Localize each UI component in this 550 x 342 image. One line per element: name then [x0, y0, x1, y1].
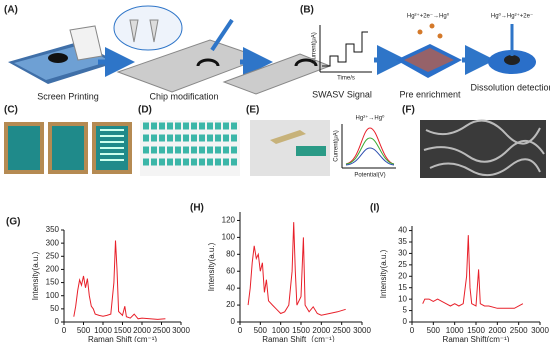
y-tick-label: 350 [46, 225, 60, 234]
x-tick-label: 500 [254, 326, 268, 335]
panel-label: (F) [402, 105, 415, 116]
x-tick-label: 500 [77, 326, 91, 335]
x-tick-label: 0 [62, 326, 67, 335]
x-tick-label: 3000 [353, 326, 371, 335]
y-tick-label: 300 [46, 238, 60, 247]
axis-label: Current(μA) [334, 130, 340, 161]
electrode-sheet [8, 25, 118, 84]
y-tick-label: 150 [46, 278, 60, 287]
x-tick-label: 0 [410, 326, 415, 335]
y-tick-label: 50 [50, 304, 59, 313]
y-tick-label: 15 [398, 283, 407, 292]
panel-label: (C) [4, 105, 18, 116]
caption: Chip modification [149, 91, 218, 101]
y-tick-label: 200 [46, 265, 60, 274]
y-tick-label: 0 [55, 317, 60, 326]
detection-electrode [488, 24, 536, 74]
x-tick-label: 1500 [114, 326, 132, 335]
caption: SWASV Signal [312, 89, 372, 99]
x-tick-label: 1000 [94, 326, 112, 335]
panel-label: (G) [6, 217, 20, 228]
y-tick-label: 30 [398, 249, 407, 258]
x-axis-label: Raman Shift（cm⁻¹） [262, 335, 340, 342]
x-tick-label: 2000 [312, 326, 330, 335]
x-tick-label: 1500 [467, 326, 485, 335]
chip [113, 5, 264, 93]
voltammogram [341, 124, 396, 169]
spectrum-line [247, 222, 346, 316]
y-tick-label: 40 [398, 226, 407, 235]
axis-label: Potential(V) [354, 173, 385, 179]
electrode-grid [396, 23, 462, 78]
x-tick-label: 0 [238, 326, 243, 335]
y-tick-label: 0 [231, 317, 236, 326]
caption: Pre enrichment [399, 89, 461, 99]
y-tick-label: 120 [222, 216, 236, 225]
panel-label: (D) [138, 105, 152, 116]
reaction: Hg²⁺→Hg⁰ [356, 115, 386, 122]
x-tick-label: 2000 [488, 326, 506, 335]
caption: Screen Printing [37, 91, 99, 101]
x-axis-label: Raman Shift(cm⁻¹) [443, 335, 510, 342]
y-axis-label: Intensity(a.u.) [31, 251, 40, 300]
panel-label: (E) [246, 105, 259, 116]
y-tick-label: 20 [398, 271, 407, 280]
y-tick-label: 40 [226, 283, 235, 292]
x-tick-label: 500 [427, 326, 441, 335]
spectrum-line [73, 240, 166, 320]
x-tick-label: 3000 [172, 326, 190, 335]
chip-array [140, 120, 240, 176]
x-tick-label: 1000 [446, 326, 464, 335]
x-tick-label: 2500 [333, 326, 351, 335]
y-tick-label: 25 [398, 260, 407, 269]
x-axis-label: Raman Shift (cm⁻¹) [88, 335, 157, 342]
y-axis-label: Intensity(a.u.) [379, 249, 388, 298]
x-tick-label: 1500 [292, 326, 310, 335]
y-tick-label: 100 [46, 291, 60, 300]
caption: Dissolution detection [470, 82, 550, 92]
x-tick-label: 2500 [510, 326, 528, 335]
y-axis-label: Intensity(a.u.) [207, 242, 216, 291]
y-tick-label: 80 [226, 249, 235, 258]
x-tick-label: 2500 [153, 326, 171, 335]
swasv-signal [319, 25, 372, 73]
panel-label: (I) [370, 203, 379, 214]
panel-label: (H) [190, 203, 204, 214]
x-tick-label: 1000 [272, 326, 290, 335]
x-tick-label: 2000 [133, 326, 151, 335]
x-tick-label: 3000 [531, 326, 549, 335]
spectrum-line [422, 235, 524, 309]
panel-label: (B) [300, 5, 314, 16]
y-tick-label: 60 [226, 266, 235, 275]
axis-label: Current(μA) [312, 32, 318, 63]
screen-frames [4, 122, 132, 174]
y-tick-label: 250 [46, 251, 60, 260]
panel-label: (A) [4, 5, 18, 16]
y-tick-label: 10 [398, 294, 407, 303]
y-tick-label: 5 [403, 306, 408, 315]
y-tick-label: 100 [222, 232, 236, 241]
device-photo [250, 120, 330, 176]
axis-label: Time/s [337, 76, 355, 82]
y-tick-label: 20 [226, 300, 235, 309]
y-tick-label: 0 [403, 317, 408, 326]
y-tick-label: 35 [398, 237, 407, 246]
reaction: Hg²⁺+2e⁻→Hg⁰ [407, 13, 450, 20]
reaction: Hg⁰→Hg²⁺+2e⁻ [491, 13, 533, 20]
sem-image [420, 119, 546, 178]
